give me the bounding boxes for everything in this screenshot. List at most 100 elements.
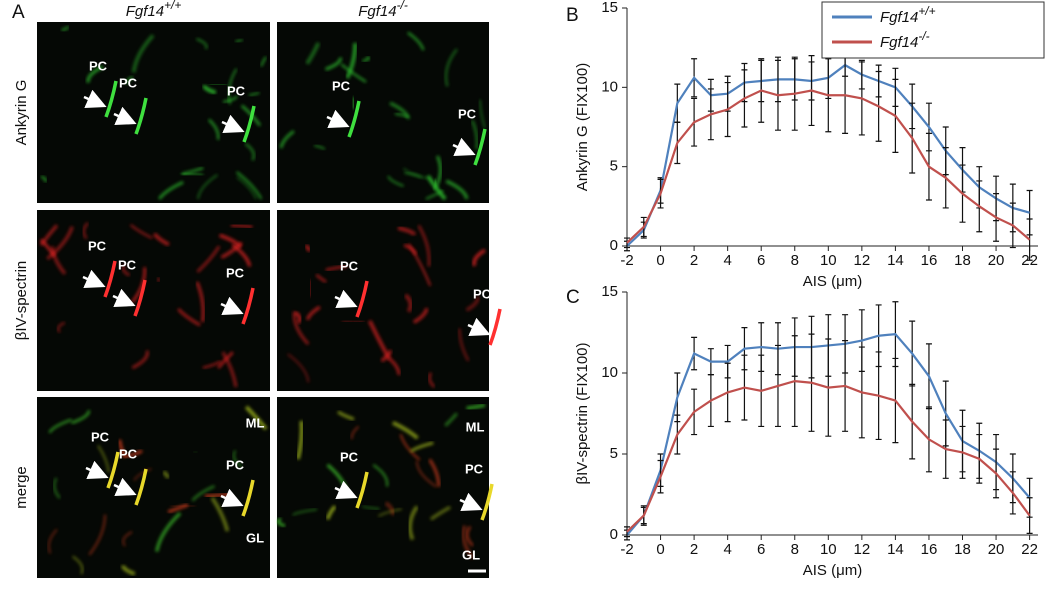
genotype-label: Fgf14-/- — [358, 0, 408, 20]
process — [197, 174, 218, 200]
arrow — [334, 480, 358, 500]
process — [47, 528, 58, 554]
y-tick-label: 0 — [610, 237, 618, 254]
legend-label: Fgf14+/+ — [880, 4, 936, 26]
x-tick-label: -2 — [620, 252, 633, 269]
x-tick-label: 16 — [921, 252, 938, 269]
process — [56, 321, 66, 333]
process — [46, 226, 74, 261]
cell-label: PC — [227, 83, 246, 98]
process — [202, 360, 222, 369]
process — [305, 305, 321, 321]
process — [235, 171, 263, 200]
process — [470, 119, 479, 150]
axon — [242, 105, 256, 143]
micrograph — [37, 210, 270, 391]
process — [404, 171, 422, 179]
process — [279, 129, 295, 149]
cell-label: PC — [226, 457, 245, 472]
process — [39, 238, 56, 258]
arrow — [220, 296, 244, 316]
axon — [355, 280, 369, 318]
process — [416, 460, 437, 488]
y-tick-label: 5 — [610, 445, 618, 462]
gene: Fgf14 — [880, 9, 918, 26]
process — [465, 525, 474, 547]
process — [388, 357, 401, 376]
process — [71, 410, 91, 425]
process — [304, 244, 311, 252]
process — [458, 328, 470, 362]
x-tick-label: 6 — [757, 252, 765, 269]
axon — [480, 483, 494, 521]
cell-label: GL — [462, 547, 480, 562]
process — [478, 99, 486, 129]
process — [314, 144, 326, 150]
panel-label: A — [12, 2, 25, 23]
axon — [473, 128, 487, 166]
process — [351, 96, 356, 110]
process — [191, 484, 216, 502]
x-tick-label: 8 — [791, 252, 799, 269]
x-tick-label: 12 — [854, 252, 871, 269]
process — [315, 273, 327, 284]
process — [123, 449, 144, 459]
x-tick-label: 10 — [820, 252, 837, 269]
axon — [241, 287, 255, 325]
panel-label: C — [566, 287, 580, 308]
process — [61, 25, 70, 32]
process — [428, 372, 436, 388]
y-tick-label: 15 — [601, 283, 618, 300]
process — [230, 223, 254, 230]
process — [378, 508, 402, 517]
x-tick-label: 0 — [656, 541, 664, 558]
process — [156, 276, 161, 283]
cell-label: PC — [119, 446, 138, 461]
process — [392, 420, 419, 440]
process — [276, 517, 286, 528]
process — [53, 477, 61, 499]
process — [399, 433, 421, 461]
process — [410, 441, 434, 453]
process — [428, 458, 441, 487]
fluorescence — [47, 405, 268, 576]
process — [221, 351, 238, 388]
x-tick-label: 18 — [954, 541, 971, 558]
process — [384, 501, 395, 516]
process — [325, 264, 348, 272]
process — [158, 180, 184, 200]
process — [417, 224, 431, 267]
process — [233, 450, 243, 468]
row-label: βIV-spectrin — [13, 261, 30, 341]
process — [124, 75, 134, 85]
process — [372, 464, 389, 487]
process — [195, 281, 205, 323]
x-tick-label: -2 — [620, 541, 633, 558]
arrow — [82, 269, 106, 289]
axon — [106, 451, 120, 489]
process — [407, 31, 425, 51]
process — [444, 412, 459, 427]
process — [220, 241, 243, 260]
panel-label: B — [566, 5, 579, 26]
process — [287, 353, 310, 383]
genotype: +/+ — [164, 0, 181, 12]
error-bar — [624, 237, 630, 249]
process — [217, 351, 234, 369]
y-axis-label: Ankyrin G (FIX100) — [574, 63, 591, 191]
process — [361, 505, 380, 511]
process — [445, 179, 469, 200]
process — [362, 55, 371, 63]
axon — [134, 468, 148, 506]
gene: Fgf14 — [358, 3, 396, 20]
process — [181, 166, 204, 176]
process — [40, 175, 47, 183]
process — [235, 38, 244, 44]
y-tick-label: 10 — [601, 78, 618, 95]
process — [196, 38, 208, 50]
process — [308, 279, 313, 298]
process — [389, 101, 411, 120]
cell-label: PC — [473, 286, 492, 301]
y-tick-label: 10 — [601, 364, 618, 381]
